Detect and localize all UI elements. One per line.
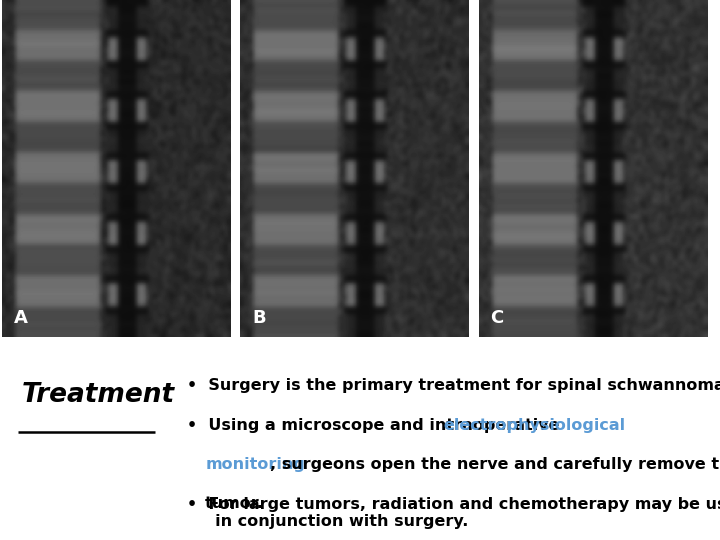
Text: monitoring: monitoring [205,457,305,472]
Text: electrophysiological: electrophysiological [444,418,626,433]
Text: B: B [252,309,266,327]
Text: Treatment: Treatment [22,382,175,408]
Text: C: C [490,309,503,327]
Text: A: A [14,309,27,327]
Text: , surgeons open the nerve and carefully remove the: , surgeons open the nerve and carefully … [270,457,720,472]
Text: •  For large tumors, radiation and chemotherapy may be used
     in conjunction : • For large tumors, radiation and chemot… [187,497,720,529]
Text: •  Using a microscope and intraoperative: • Using a microscope and intraoperative [187,418,565,433]
Text: •  Surgery is the primary treatment for spinal schwannomas.: • Surgery is the primary treatment for s… [187,379,720,393]
Text: tumor.: tumor. [205,496,264,511]
